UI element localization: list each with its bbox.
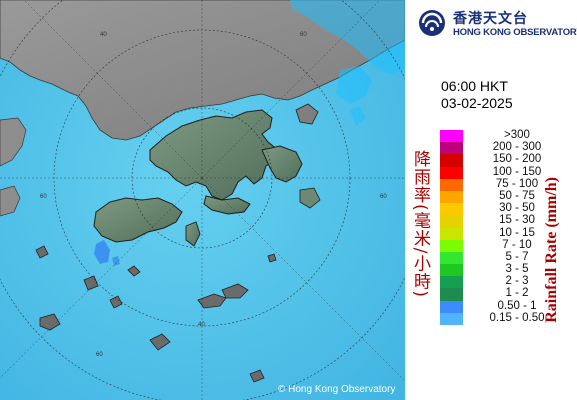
west-peninsula [0,185,21,217]
org-name-chinese: 香港天文台 [453,11,528,27]
island-3 [149,333,171,351]
lantau-island [93,197,183,243]
legend-swatch [440,300,463,313]
legend-range-label: 0.15 - 0.50 [489,311,545,324]
legend-swatch [440,276,463,289]
legend-swatch [440,178,463,191]
legend-swatches [440,130,463,325]
ring-label-left: 60 [40,194,47,200]
west-coast-land [0,117,27,167]
legend-swatch [440,154,463,167]
ring-label-bottom-left: 60 [96,352,103,358]
island-5 [109,295,123,309]
legend-range-label: 7 - 10 [502,238,532,251]
ring-label-bottom-center: 40 [198,322,205,328]
legend-range-label: 150 - 200 [492,153,542,166]
legend-range-label: 100 - 150 [492,165,542,178]
island-1 [197,293,227,309]
legend-title-chinese: 降雨率(毫米/小時) [410,150,430,298]
new-territories [149,109,279,201]
ring-label-top-left: 40 [100,32,107,38]
ring-label-top-right: 60 [300,32,307,38]
legend-range-label: 50 - 75 [499,189,535,202]
legend-swatch [440,251,463,265]
copyright-text: © Hong Kong Observatory [278,384,396,395]
legend-swatch [440,215,463,228]
rain-echoes [94,0,405,266]
island-7 [249,369,265,383]
legend-swatch [440,166,463,179]
legend-range-label: 1 - 2 [505,287,529,300]
legend-range-label: >300 [504,129,530,141]
legend-swatch [440,239,463,252]
eastern-islands [299,187,321,209]
legend-swatch [440,264,463,277]
legend-swatch [440,190,463,204]
legend-range-label: 10 - 15 [499,226,535,239]
legend-swatch [440,142,463,155]
legend-swatch [440,130,463,143]
legend-range-label: 5 - 7 [505,250,529,263]
legend-swatch [440,288,463,301]
island-10 [267,253,277,263]
island-4 [39,313,61,331]
hko-logo: 香港天文台 HONG KONG OBSERVATORY [413,6,577,40]
hko-emblem-icon [419,10,445,36]
org-name-english: HONG KONG OBSERVATORY [453,27,577,38]
lamma-island [185,221,201,247]
legend-range-label: 30 - 50 [499,202,535,215]
north-east-islands [295,103,319,125]
legend-swatch [440,312,463,325]
legend-title-english: Rainfall Rate (mm/h) [543,177,560,323]
hong-kong-island [203,195,251,215]
radar-map: 40 60 60 60 60 40 © Hong Kong Observator… [0,0,405,400]
legend-range-labels: >300 200 - 300 150 - 200 100 - 150 75 - 100 5… [467,129,567,324]
ring-label-right: 60 [380,194,387,200]
radial-lines [0,0,405,400]
legend-range-label: 3 - 5 [505,263,529,276]
island-8 [127,265,141,277]
legend-swatch [440,203,463,216]
legend-range-label: 75 - 100 [495,177,539,190]
mainland-landmass [0,0,405,141]
legend-panel: 香港天文台 HONG KONG OBSERVATORY 06:00 HKT 03… [405,0,577,400]
observation-time: 06:00 HKT [441,78,508,94]
sai-kung-peninsula [261,145,303,183]
legend-swatch [440,227,463,240]
legend-range-label: 2 - 3 [505,275,529,288]
legend-range-label: 200 - 300 [492,141,542,154]
legend-range-label: 0.50 - 1 [497,299,537,312]
island-2 [221,283,249,299]
island-9 [35,245,49,259]
legend-range-label: 15 - 30 [499,214,535,227]
observation-date: 03-02-2025 [441,95,513,111]
